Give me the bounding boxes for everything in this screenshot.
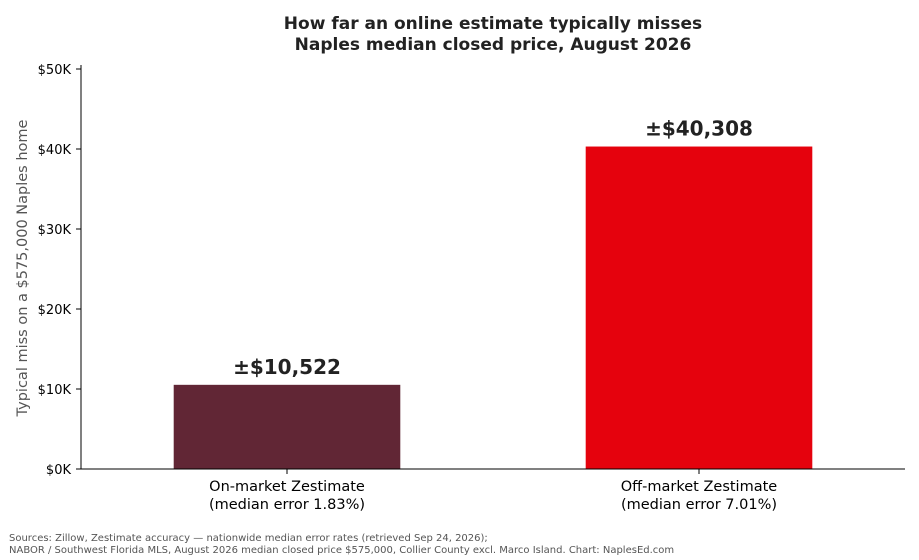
source-note: Sources: Zillow, Zestimate accuracy — na…: [9, 533, 909, 556]
source-line-2: NABOR / Southwest Florida MLS, August 20…: [9, 544, 675, 556]
bars: ±$10,522 ±$40,308: [173, 117, 813, 469]
y-tick-label: $40K: [38, 143, 72, 158]
source-line-1: Sources: Zillow, Zestimate accuracy — na…: [9, 533, 488, 544]
chart-title-line-1: How far an online estimate typically mis…: [284, 14, 702, 34]
y-tick-label: $20K: [38, 303, 72, 318]
y-tick-label: $30K: [38, 223, 72, 238]
y-axis: $0K $10K $20K $30K $40K $50K: [38, 63, 82, 478]
y-tick-label: $0K: [46, 463, 72, 478]
chart-title-line-2: Naples median closed price, August 2026: [295, 35, 692, 55]
x-category-label: (median error 1.83%): [209, 497, 365, 513]
y-tick-label: $50K: [38, 63, 72, 78]
y-axis-label: Typical miss on a $575,000 Naples home: [15, 119, 31, 417]
chart-title: How far an online estimate typically mis…: [284, 14, 702, 55]
bar-data-label: ±$40,308: [645, 117, 753, 141]
y-tick-label: $10K: [38, 383, 72, 398]
bar: [173, 384, 401, 469]
x-category-label: On-market Zestimate: [209, 479, 365, 495]
x-axis: On-market Zestimate (median error 1.83%) O…: [81, 468, 905, 513]
bar-data-label: ±$10,522: [233, 355, 341, 379]
bar: [585, 146, 813, 469]
x-category-label: (median error 7.01%): [621, 497, 777, 513]
x-category-label: Off-market Zestimate: [621, 479, 778, 495]
